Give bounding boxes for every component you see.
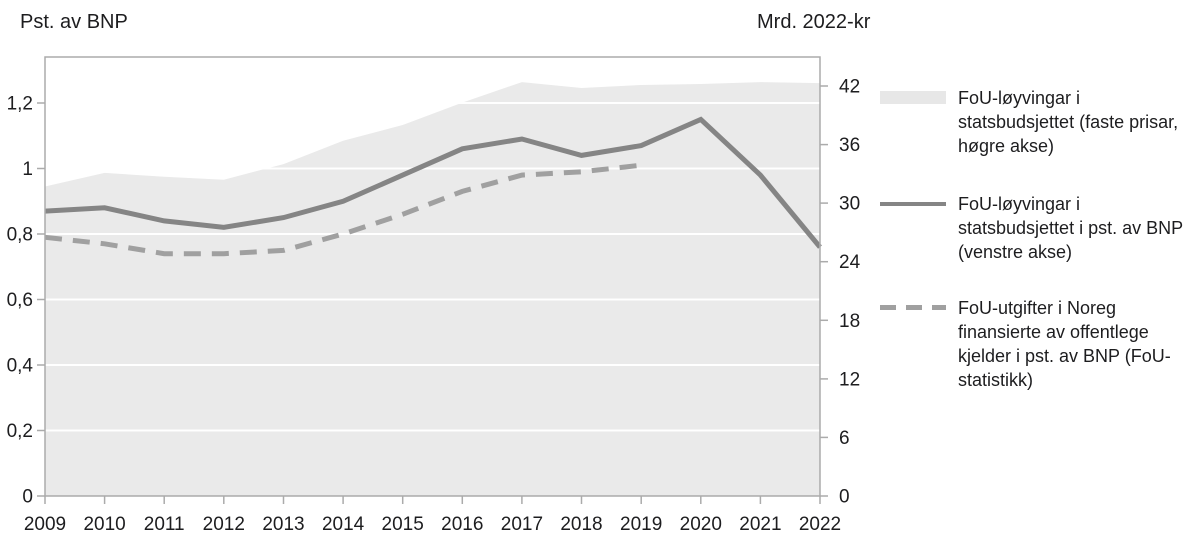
dashed-line-swatch-icon (880, 305, 946, 310)
legend: FoU-løyvingar i statsbudsjettet (faste p… (880, 86, 1200, 392)
right-axis-tick-label: 18 (839, 311, 860, 332)
x-axis-tick-label: 2012 (203, 514, 245, 535)
x-axis-tick-label: 2016 (441, 514, 483, 535)
area-series (45, 82, 820, 496)
right-axis-tick-label: 36 (839, 135, 860, 156)
x-axis-tick-label: 2009 (24, 514, 66, 535)
left-axis-tick-label: 0,8 (7, 225, 33, 246)
right-axis-title: Mrd. 2022-kr (757, 11, 871, 33)
left-axis-tick-label: 0 (22, 487, 33, 508)
x-axis-tick-label: 2013 (262, 514, 304, 535)
x-axis-tick-label: 2017 (501, 514, 543, 535)
solid-line-swatch-icon (880, 202, 946, 206)
left-axis-tick-label: 0,4 (7, 356, 34, 377)
x-axis-tick-label: 2015 (382, 514, 424, 535)
x-axis-tick-label: 2022 (799, 514, 841, 535)
legend-label-area: FoU-løyvingar i statsbudsjettet (faste p… (958, 88, 1179, 156)
left-axis-tick-label: 1,2 (7, 94, 33, 115)
dashed-line-series (44, 162, 642, 257)
right-axis-tick-label: 12 (839, 369, 860, 390)
right-axis-tick-label: 30 (839, 194, 860, 215)
x-axis-tick-label: 2018 (560, 514, 602, 535)
right-axis-tick-label: 6 (839, 428, 850, 449)
area-swatch-icon (880, 91, 946, 104)
legend-label-solid-line: FoU-løyvingar i statsbudsjettet i pst. a… (958, 194, 1183, 262)
plot-border (44, 56, 821, 497)
x-axis-tick-label: 2020 (680, 514, 722, 535)
x-axis-tick-label: 2014 (322, 514, 365, 535)
legend-item-dashed-line: FoU-utgifter i Noreg finansierte av offe… (880, 296, 1200, 392)
right-axis-tick-label: 0 (839, 487, 850, 508)
solid-line-series (44, 116, 822, 249)
right-axis-tick-label: 24 (839, 252, 861, 273)
left-axis-tick-label: 1 (22, 159, 33, 180)
legend-item-solid-line: FoU-løyvingar i statsbudsjettet i pst. a… (880, 192, 1200, 264)
x-axis-tick-label: 2011 (144, 514, 185, 535)
x-axis-tick-label: 2010 (83, 514, 125, 535)
x-axis-tick-label: 2021 (739, 514, 781, 535)
right-axis-tick-label: 42 (839, 77, 860, 98)
left-axis-title: Pst. av BNP (20, 11, 128, 33)
legend-item-area: FoU-løyvingar i statsbudsjettet (faste p… (880, 86, 1200, 158)
left-axis-tick-label: 0,6 (7, 290, 33, 311)
legend-label-dashed-line: FoU-utgifter i Noreg finansierte av offe… (958, 298, 1171, 390)
left-axis-tick-label: 0,2 (7, 421, 33, 442)
x-axis-tick-label: 2019 (620, 514, 662, 535)
